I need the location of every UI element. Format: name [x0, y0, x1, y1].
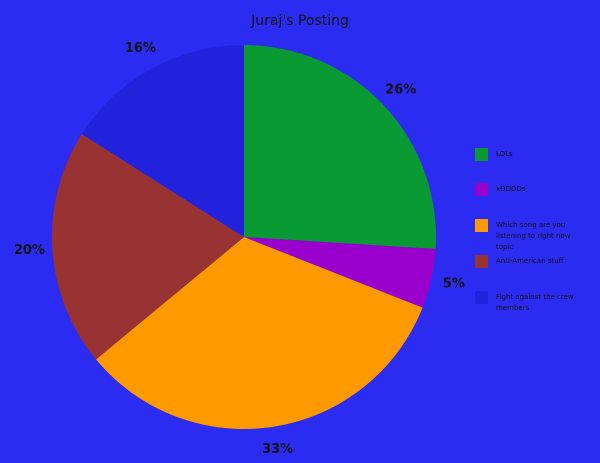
legend-swatch — [475, 255, 488, 268]
pie-slice — [96, 237, 423, 430]
legend-swatch — [475, 291, 488, 304]
pie-slice — [51, 134, 244, 360]
legend-label: Anti-American stuff — [496, 257, 564, 265]
data-label: 33% — [262, 442, 293, 457]
legend-label: LOLs — [496, 150, 513, 158]
legend-label: xDDDDs — [496, 185, 526, 193]
legend-label: Which song are you listening to right no… — [496, 221, 571, 251]
data-label: 16% — [125, 41, 156, 56]
legend-swatch — [475, 148, 488, 161]
legend-swatch — [475, 219, 488, 232]
chart-title: Juraj's Posting — [250, 13, 349, 29]
pie-slice — [244, 45, 436, 250]
pie-slice — [81, 45, 244, 237]
pie-slice — [244, 237, 436, 308]
legend-swatch — [475, 183, 488, 196]
data-label: 20% — [14, 243, 45, 258]
data-label: 26% — [385, 82, 416, 97]
data-label: 5% — [443, 276, 465, 291]
legend-label: Fight against the crew members — [496, 293, 574, 312]
